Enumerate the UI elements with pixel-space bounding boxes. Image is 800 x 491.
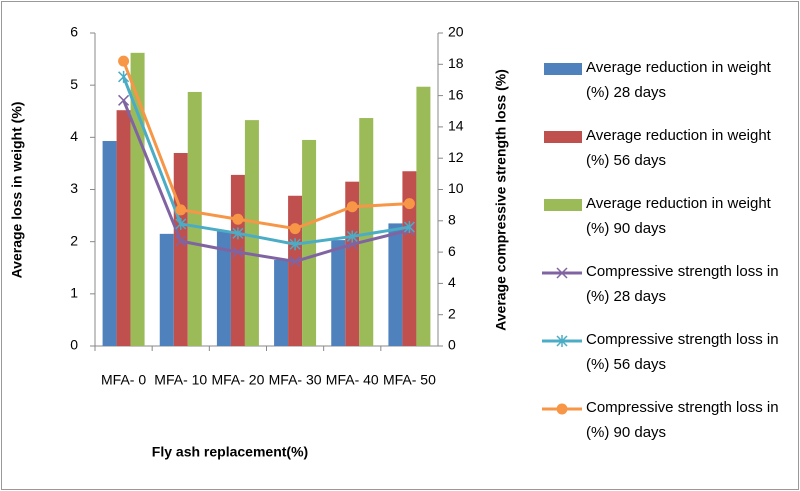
- y2-axis-title: Average compressive strength loss (%): [493, 69, 509, 331]
- y2-tick-label: 16: [448, 86, 464, 102]
- marker: [175, 235, 187, 247]
- bar: [244, 120, 259, 346]
- bar: [388, 223, 403, 346]
- legend-key: [542, 335, 582, 347]
- legend-label: Compressive strength loss in (%) 56 days: [586, 331, 779, 373]
- legend-key: [544, 63, 582, 75]
- bar: [173, 152, 188, 346]
- bar: [416, 86, 431, 347]
- legend: Average reduction in weight (%) 28 days A…: [540, 55, 798, 463]
- x-tick-label: MFA- 50: [383, 372, 436, 388]
- legend-key: [544, 199, 582, 211]
- y2-tick-label: 0: [448, 337, 456, 353]
- marker: [175, 217, 187, 230]
- line: [122, 99, 410, 264]
- marker: [289, 238, 301, 251]
- marker: [289, 223, 301, 235]
- bar: [402, 171, 417, 346]
- y-tick-label: 5: [70, 76, 78, 92]
- bar: [216, 231, 231, 346]
- y2-tick-label: 12: [448, 149, 464, 165]
- y2-tick-label: 18: [448, 55, 464, 71]
- x-tick-label: MFA- 10: [154, 372, 207, 388]
- bar: [230, 174, 245, 346]
- x-tick-label: MFA- 0: [101, 372, 146, 388]
- legend-item: Compressive strength loss in (%) 56 days: [540, 327, 798, 395]
- legend-key: [542, 403, 582, 415]
- legend-label: Average reduction in weight (%) 90 days: [586, 195, 771, 237]
- marker: [346, 238, 358, 250]
- legend-swatch: [544, 131, 582, 143]
- marker: [403, 198, 415, 210]
- marker: [346, 201, 358, 213]
- bar: [274, 259, 289, 346]
- y-tick-label: 1: [70, 285, 78, 301]
- y-tick-label: 0: [70, 337, 78, 353]
- y-axis-title: Average loss in weight (%): [9, 102, 25, 279]
- legend-key: [542, 267, 582, 279]
- y2-tick-label: 14: [448, 118, 464, 134]
- marker: [289, 255, 301, 268]
- legend-key: [544, 131, 582, 143]
- legend-item: Average reduction in weight (%) 90 days: [540, 191, 798, 259]
- x-tick-label: MFA- 30: [269, 372, 322, 388]
- marker: [403, 221, 415, 234]
- marker: [232, 213, 244, 225]
- y2-tick-label: 8: [448, 212, 456, 228]
- marker: [232, 227, 244, 240]
- y-tick-label: 3: [70, 180, 78, 196]
- legend-label: Average reduction in weight (%) 56 days: [586, 127, 771, 169]
- y-tick-label: 2: [70, 232, 78, 248]
- bar: [331, 240, 346, 346]
- line: [122, 76, 410, 246]
- y2-tick-label: 2: [448, 305, 456, 321]
- legend-item: Compressive strength loss in (%) 28 days: [540, 259, 798, 327]
- legend-swatch: [544, 199, 582, 211]
- bar: [159, 233, 174, 346]
- line: [122, 60, 410, 231]
- marker: [118, 94, 130, 106]
- bar: [102, 140, 117, 346]
- marker: [556, 267, 568, 279]
- bar: [359, 118, 374, 346]
- legend-item: Average reduction in weight (%) 28 days: [540, 55, 798, 123]
- x-tick-label: MFA- 40: [326, 372, 379, 388]
- marker: [118, 55, 130, 67]
- legend-label: Average reduction in weight (%) 28 days: [586, 59, 771, 101]
- legend-label: Compressive strength loss in (%) 90 days: [586, 399, 779, 441]
- marker: [556, 335, 568, 347]
- y-tick-label: 6: [70, 24, 78, 40]
- bar: [345, 181, 360, 346]
- marker: [175, 204, 187, 216]
- bar: [288, 195, 303, 346]
- x-tick-label: MFA- 20: [211, 372, 264, 388]
- y2-tick-label: 20: [448, 24, 464, 40]
- y2-tick-label: 6: [448, 243, 456, 259]
- legend-swatch: [544, 63, 582, 75]
- marker: [556, 403, 568, 415]
- legend-item: Compressive strength loss in (%) 90 days: [540, 395, 798, 463]
- y-tick-label: 4: [70, 128, 78, 144]
- marker: [232, 246, 244, 258]
- bar: [187, 91, 202, 346]
- x-axis-title: Fly ash replacement(%): [152, 444, 308, 460]
- legend-label: Compressive strength loss in (%) 28 days: [586, 263, 779, 305]
- legend-item: Average reduction in weight (%) 56 days: [540, 123, 798, 191]
- bar: [116, 110, 131, 346]
- y2-tick-label: 10: [448, 180, 464, 196]
- y2-tick-label: 4: [448, 274, 456, 290]
- marker: [346, 230, 358, 243]
